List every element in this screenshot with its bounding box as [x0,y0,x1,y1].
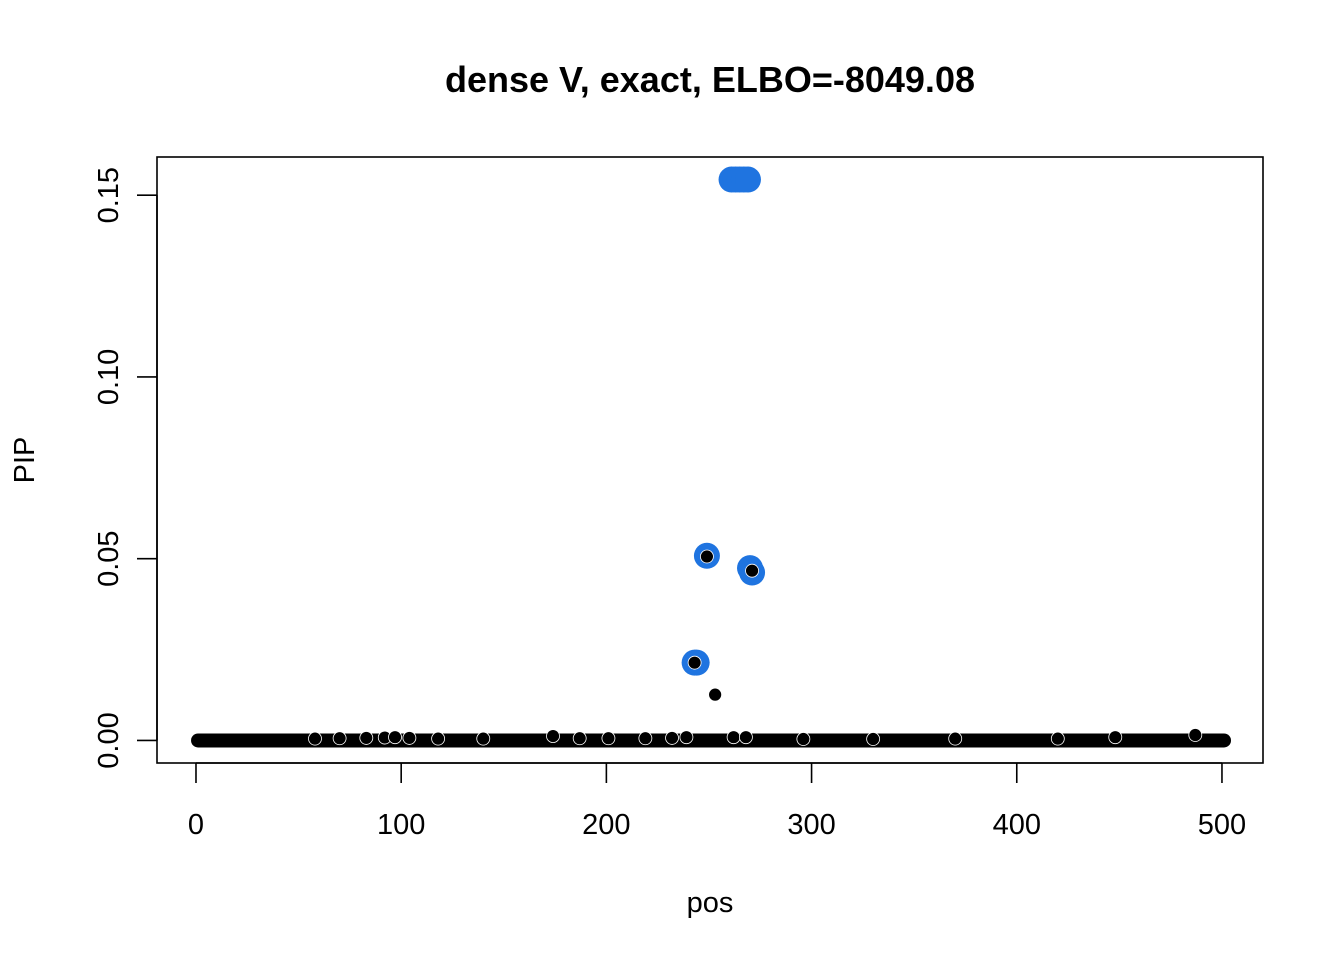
x-tick-label: 200 [582,809,630,841]
x-axis-label: pos [687,887,734,919]
pip-point [1050,731,1065,746]
pip-point [601,731,616,746]
pip-point [476,731,491,746]
credible-set-layer [681,166,766,676]
y-axis: 0.00 0.05 0.10 0.15 [93,167,158,769]
pip-point [402,731,417,745]
pip-point [866,732,881,746]
pip-point [726,730,741,745]
credible-set-point [734,166,761,193]
pip-point [708,687,723,702]
x-tick-label: 100 [377,809,425,841]
x-tick-label: 500 [1198,809,1246,841]
plot-frame [156,156,1264,764]
pip-point [359,731,374,745]
pip-point [546,729,560,743]
chart-title: dense V, exact, ELBO=-8049.08 [445,59,975,100]
pip-point [431,731,446,746]
y-axis-label: PIP [9,437,41,484]
pip-point [739,730,753,745]
pip-point [332,731,347,746]
x-tick-label: 400 [993,809,1041,841]
y-tick-label: 0.10 [93,349,125,405]
pip-point [700,549,714,564]
y-tick-label: 0.05 [93,530,125,586]
pip-point [665,731,679,745]
pip-point [679,730,694,745]
pip-point [796,732,811,746]
x-axis: 0 100 200 300 400 500 [188,762,1246,841]
pip-point [308,731,322,746]
x-tick-label: 300 [787,809,835,841]
pip-point [388,730,402,745]
y-tick-label: 0.15 [93,167,125,223]
point-layer [308,549,1203,746]
pip-point [687,655,702,670]
pip-point [1108,730,1123,745]
pip-point [638,731,653,746]
pip-point [572,731,587,746]
x-tick-label: 0 [188,809,204,841]
pip-point [745,563,759,578]
pip-point [1188,728,1203,742]
y-tick-label: 0.00 [93,712,125,768]
pip-point [948,731,963,746]
